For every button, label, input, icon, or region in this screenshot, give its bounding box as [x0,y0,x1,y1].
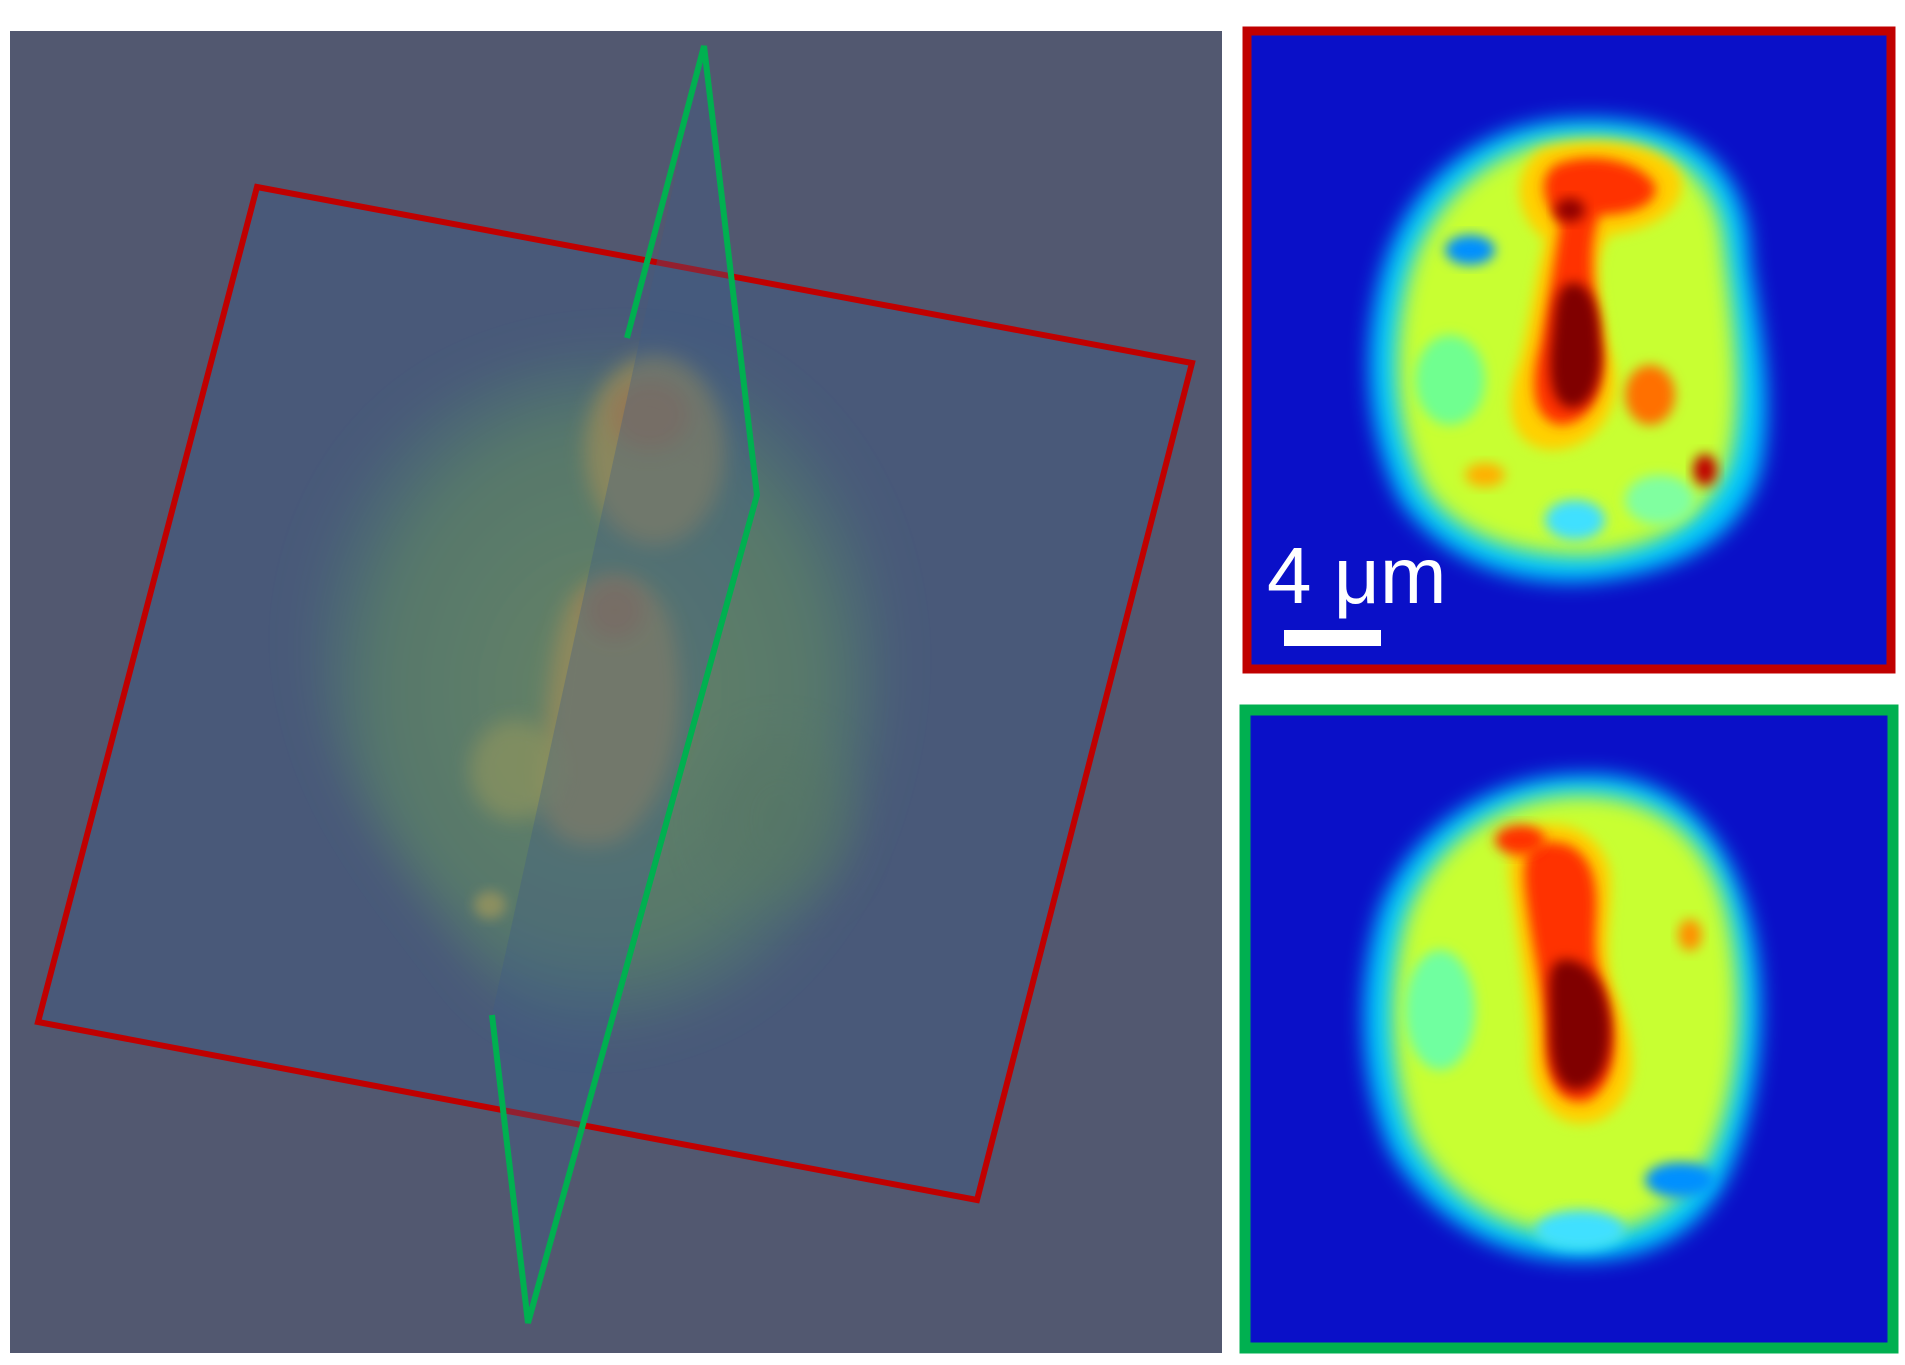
scale-bar-line [1284,630,1381,646]
green-slice-plane [489,45,761,1324]
red-slice-panel: 4 μm [1242,26,1896,674]
scale-bar: 4 μm [1267,531,1446,646]
scale-bar-label: 4 μm [1267,531,1446,620]
volume-render-panel [10,31,1222,1353]
red-slice-plane [34,183,1196,1204]
green-slice-panel [1239,704,1899,1354]
cell-volume [309,348,890,1033]
